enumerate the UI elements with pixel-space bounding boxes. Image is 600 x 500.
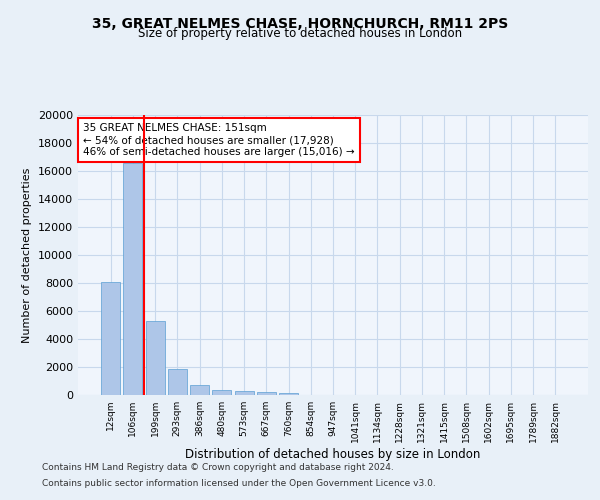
Y-axis label: Number of detached properties: Number of detached properties — [22, 168, 32, 342]
Bar — [257, 392, 276, 395]
Bar — [190, 385, 209, 395]
Bar — [124, 162, 142, 395]
Bar — [235, 392, 254, 395]
Text: Size of property relative to detached houses in London: Size of property relative to detached ho… — [138, 28, 462, 40]
Bar — [146, 321, 164, 395]
Bar — [279, 393, 298, 395]
Text: 35, GREAT NELMES CHASE, HORNCHURCH, RM11 2PS: 35, GREAT NELMES CHASE, HORNCHURCH, RM11… — [92, 18, 508, 32]
Text: Contains HM Land Registry data © Crown copyright and database right 2024.: Contains HM Land Registry data © Crown c… — [42, 464, 394, 472]
Text: 35 GREAT NELMES CHASE: 151sqm
← 54% of detached houses are smaller (17,928)
46% : 35 GREAT NELMES CHASE: 151sqm ← 54% of d… — [83, 124, 355, 156]
Bar — [101, 282, 120, 395]
Bar — [212, 390, 231, 395]
X-axis label: Distribution of detached houses by size in London: Distribution of detached houses by size … — [185, 448, 481, 460]
Bar — [168, 369, 187, 395]
Text: Contains public sector information licensed under the Open Government Licence v3: Contains public sector information licen… — [42, 478, 436, 488]
